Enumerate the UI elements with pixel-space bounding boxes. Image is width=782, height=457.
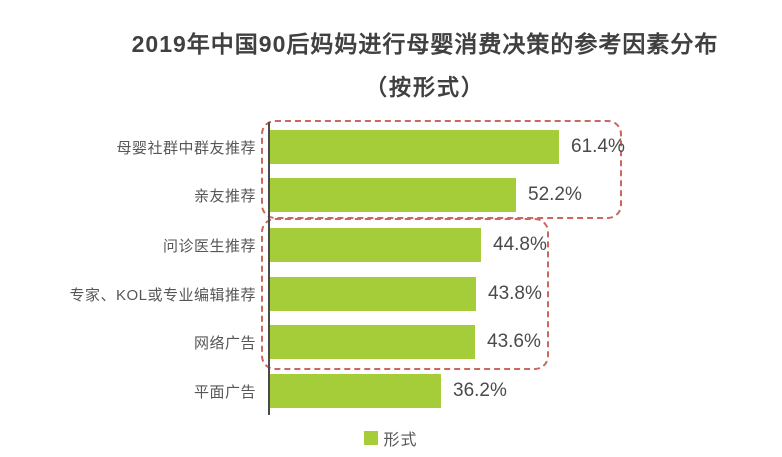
bar [270,178,516,212]
bar-row: 母婴社群中群友推荐 61.4% [0,130,782,164]
chart-legend: 形式 [0,426,782,450]
chart-title: 2019年中国90后妈妈进行母婴消费决策的参考因素分布 （按形式） [60,30,782,102]
bar [270,228,481,262]
category-label: 专家、KOL或专业编辑推荐 [69,286,256,304]
bar-row: 专家、KOL或专业编辑推荐 43.8% [0,277,782,311]
group-box-professional-sources [261,218,549,370]
legend-swatch-icon [364,431,379,445]
value-label: 36.2% [453,380,507,401]
bar-row: 问诊医生推荐 44.8% [0,228,782,262]
chart-title-line2: （按形式） [364,74,485,100]
value-label: 43.8% [488,283,542,304]
category-label: 母婴社群中群友推荐 [116,139,256,157]
bar-row: 平面广告 36.2% [0,374,782,408]
y-axis-line [268,122,270,415]
category-label: 亲友推荐 [193,187,256,205]
category-label: 网络广告 [193,334,256,352]
value-label: 44.8% [493,234,547,255]
bar [270,277,476,311]
category-label: 问诊医生推荐 [162,237,256,255]
bar [270,325,475,359]
value-label: 61.4% [571,136,625,157]
value-label: 52.2% [528,184,582,205]
bar-row: 网络广告 43.6% [0,325,782,359]
category-label: 平面广告 [193,383,256,401]
value-label: 43.6% [487,331,541,352]
bar-row: 亲友推荐 52.2% [0,178,782,212]
legend-label: 形式 [383,432,418,449]
chart-title-line1: 2019年中国90后妈妈进行母婴消费决策的参考因素分布 [131,31,719,57]
bar [270,130,559,164]
bar [270,374,441,408]
